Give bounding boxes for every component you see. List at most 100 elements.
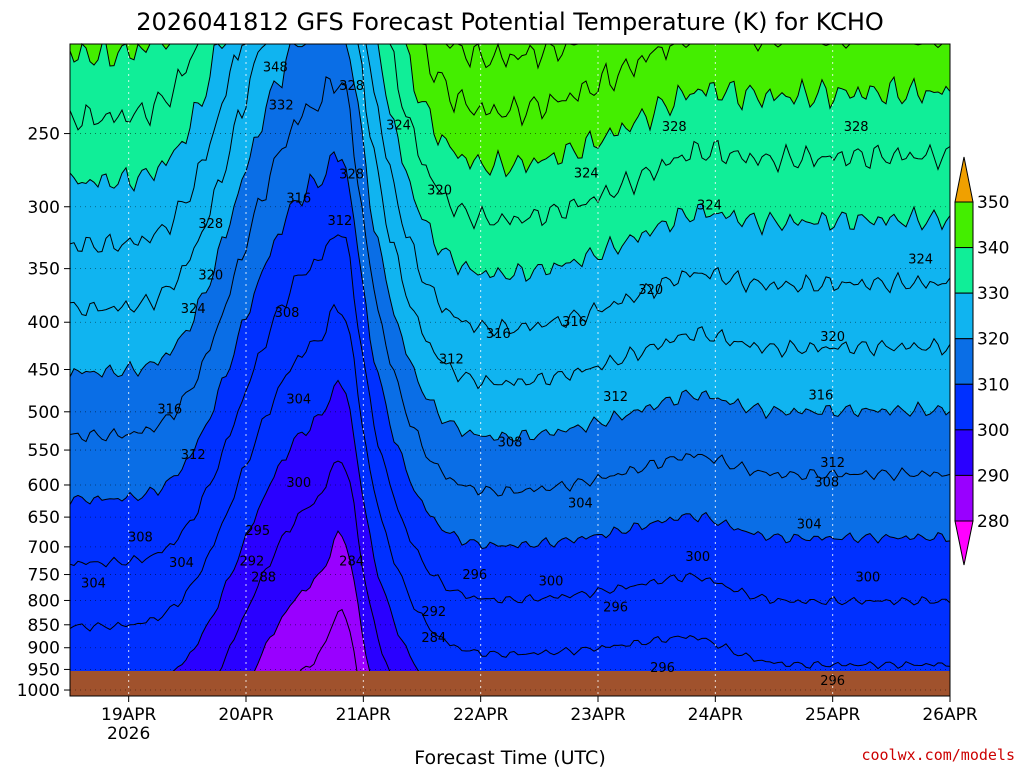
contour-label-308-30: 308: [814, 475, 839, 490]
isentrope-324: [69, 43, 951, 390]
plot-area: 348 332 328 324 328 320 316 312 328 324 328 328 324 3…: [69, 42, 951, 697]
colorbar-segment-320: [954, 292, 974, 340]
colorbar: 280 290 300 310 320 330 340 350: [954, 156, 1009, 566]
contour-label-324-14: 324: [181, 302, 206, 317]
contour-label-296-48: 296: [820, 674, 845, 689]
y-tick-label-1000: 1000: [17, 681, 60, 701]
colorbar-segment-290: [954, 429, 974, 476]
y-tick-label-350: 350: [28, 260, 60, 280]
contour-label-304-31: 304: [568, 496, 593, 511]
contour-label-328-10: 328: [662, 120, 687, 135]
colorbar-label-300: 300: [977, 421, 1009, 441]
colorbar-label-320: 320: [977, 330, 1009, 350]
x-tick-label-24apr: 24APR: [688, 705, 744, 725]
contour-label-312-28: 312: [820, 456, 845, 471]
colorbar-segment-300: [954, 383, 974, 431]
contour-label-316-17: 316: [562, 315, 587, 330]
ground-surface: [70, 671, 950, 696]
contour-label-300-29: 300: [286, 476, 311, 491]
grid-lines: [70, 44, 951, 696]
contour-label-284-46: 284: [421, 631, 446, 646]
contour-label-300-42: 300: [855, 571, 880, 586]
x-axis-label: Forecast Time (UTC): [414, 747, 605, 768]
contour-label-304-36: 304: [169, 556, 194, 571]
y-tick-label-900: 900: [28, 639, 60, 659]
contour-label-308-26: 308: [498, 436, 523, 451]
colorbar-bottom-arrow: [954, 520, 974, 566]
x-tick-label-21apr: 21APR: [336, 705, 392, 725]
contour-label-295-34: 295: [245, 524, 270, 539]
x-tick-label-23apr: 23APR: [570, 705, 626, 725]
contour-label-312-21: 312: [439, 353, 464, 368]
y-tick-label-250: 250: [28, 125, 60, 145]
contour-label-324-9: 324: [574, 166, 599, 181]
contour-label-328-8: 328: [198, 217, 223, 232]
contour-label-316-16: 316: [486, 327, 511, 342]
contour-label-320-18: 320: [638, 283, 663, 298]
contour-label-312-7: 312: [327, 214, 352, 229]
y-tick-label-700: 700: [28, 538, 60, 558]
contour-label-296-45: 296: [603, 600, 628, 615]
contour-label-304-32: 304: [797, 517, 822, 532]
contour-label-288-39: 288: [251, 571, 276, 586]
contour-label-324-3: 324: [386, 118, 411, 133]
credit-text: coolwx.com/models: [861, 746, 1015, 764]
colorbar-label-330: 330: [977, 284, 1009, 304]
isentrope-308: [69, 234, 951, 606]
y-axis: 250 300 350 400 450 500 550 600 650 700 750 800 850 9…: [17, 125, 70, 701]
contour-label-328-11: 328: [844, 120, 869, 135]
contour-label-320-13: 320: [198, 268, 223, 283]
contour-label-316-23: 316: [157, 402, 182, 417]
y-tick-label-550: 550: [28, 441, 60, 461]
contour-label-308-33: 308: [128, 531, 153, 546]
colorbar-segment-340: [954, 201, 974, 249]
colorbar-segment-330: [954, 247, 974, 294]
y-tick-label-850: 850: [28, 616, 60, 636]
contour-label-296-40: 296: [462, 568, 487, 583]
contour-label-324-12: 324: [697, 198, 722, 213]
contour-label-328-2: 328: [339, 79, 364, 94]
x-tick-label-25apr: 25APR: [805, 705, 861, 725]
contour-labels: 348 332 328 324 328 320 316 312 328 324 328 328 324 3…: [81, 60, 933, 689]
x-tick-label-22apr: 22APR: [453, 705, 509, 725]
colorbar-top-arrow: [954, 156, 974, 203]
chart-title: 2026041812 GFS Forecast Potential Temper…: [136, 8, 884, 36]
contour-label-316-6: 316: [286, 192, 311, 207]
y-tick-label-500: 500: [28, 403, 60, 423]
contour-label-300-41: 300: [539, 574, 564, 589]
contour-label-296-47: 296: [650, 661, 675, 676]
contour-label-300-35: 300: [685, 550, 710, 565]
colorbar-segment-310: [954, 338, 974, 385]
y-tick-label-400: 400: [28, 313, 60, 333]
contour-label-312-27: 312: [181, 448, 206, 463]
x-tick-label-20apr: 20APR: [218, 705, 274, 725]
x-tick-year-label: 2026: [107, 724, 150, 744]
contour-label-304-22: 304: [286, 393, 311, 408]
colorbar-label-310: 310: [977, 375, 1009, 395]
contour-label-284-38: 284: [339, 554, 364, 569]
isentrope-312: [69, 151, 951, 550]
contour-label-320-5: 320: [427, 183, 452, 198]
colorbar-label-350: 350: [977, 193, 1009, 213]
y-tick-label-650: 650: [28, 508, 60, 528]
colorbar-label-290: 290: [977, 466, 1009, 486]
y-tick-label-600: 600: [28, 476, 60, 496]
contour-label-348-0: 348: [263, 60, 288, 75]
isentrope-304: [69, 303, 951, 670]
isentrope-328: [69, 43, 951, 337]
y-tick-label-800: 800: [28, 591, 60, 611]
contour-label-304-43: 304: [81, 577, 106, 592]
y-tick-label-450: 450: [28, 361, 60, 381]
contour-label-308-15: 308: [275, 306, 300, 321]
colorbar-segment-280: [954, 474, 974, 522]
colorbar-label-280: 280: [977, 512, 1009, 532]
contour-label-316-25: 316: [809, 388, 834, 403]
band-below-292: [70, 531, 950, 696]
contour-label-320-20: 320: [820, 330, 845, 345]
contour-label-292-44: 292: [421, 605, 446, 620]
colorbar-label-340: 340: [977, 239, 1009, 259]
x-tick-label-19apr: 19APR: [101, 705, 157, 725]
isentrope-316: [69, 76, 951, 497]
